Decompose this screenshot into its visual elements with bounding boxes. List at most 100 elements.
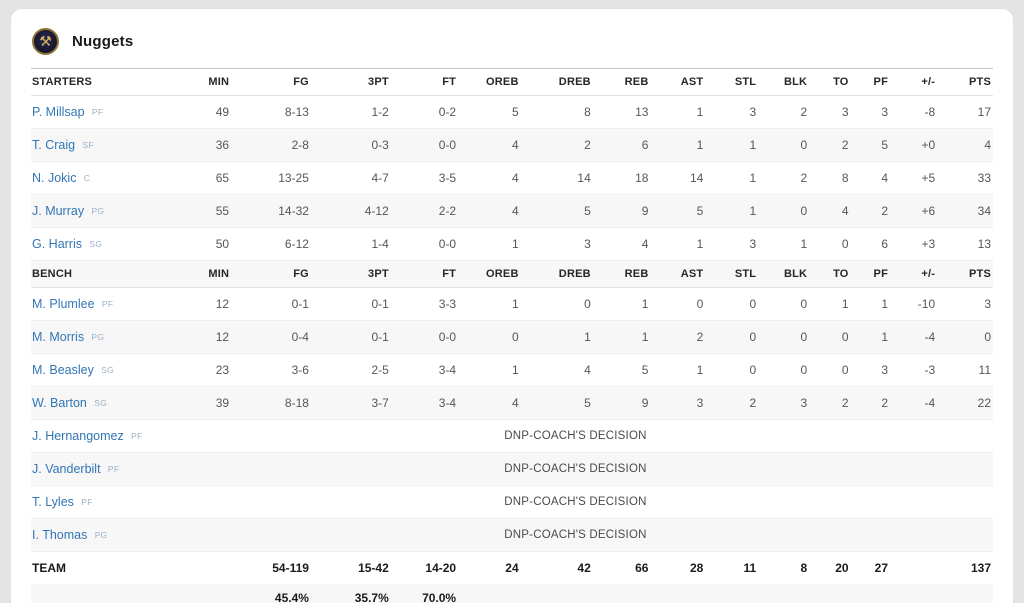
stat-to: 0 (809, 320, 851, 354)
player-name-link[interactable]: I. Thomas (32, 528, 88, 542)
stat-fg: 3-6 (231, 353, 311, 387)
column-header-ast: AST (650, 260, 706, 288)
stat-stl: 1 (705, 161, 759, 195)
stat-stl: 3 (705, 227, 759, 261)
player-name-link[interactable]: M. Plumlee (32, 297, 95, 311)
team-header: ⚒ Nuggets (31, 19, 993, 63)
player-name-link[interactable]: M. Beasley (32, 363, 94, 377)
total-pf: 27 (874, 561, 888, 575)
stat-blk: 0 (758, 194, 810, 228)
column-header-fg: FG (231, 260, 311, 288)
stat-pf: 3 (850, 353, 890, 387)
stat-oreb: 0 (458, 320, 521, 354)
stat-ft: 3-5 (390, 161, 459, 195)
stat-pf: 6 (850, 227, 890, 261)
stat-pts: 4 (937, 128, 993, 162)
stat-stl: 1 (705, 194, 759, 228)
column-header-oreb: OREB (458, 69, 521, 96)
stat-min: 12 (159, 287, 232, 321)
stat-min: 39 (159, 386, 232, 420)
stat-ast: 5 (650, 194, 706, 228)
stat-reb: 1 (592, 287, 651, 321)
stat-pf: 5 (850, 128, 890, 162)
column-header-ft: FT (390, 260, 459, 288)
stat-reb: 4 (592, 227, 651, 261)
stat-ft: 0-0 (390, 320, 459, 354)
stat-stl: 1 (705, 128, 759, 162)
player-name-link[interactable]: M. Morris (32, 330, 85, 344)
column-header-reb: REB (592, 260, 651, 288)
stat-dreb: 2 (520, 128, 593, 162)
player-position: PF (131, 430, 143, 441)
stat-oreb: 4 (458, 386, 521, 420)
stat-3pt: 4-7 (310, 161, 391, 195)
table-row: I. Thomas PG DNP-COACH'S DECISION (31, 518, 993, 552)
stat-blk: 2 (758, 161, 810, 195)
stat-fg: 8-18 (231, 386, 311, 420)
player-cell: M. Beasley SG (31, 353, 160, 387)
stat-3pt: 0-1 (310, 287, 391, 321)
player-cell: G. Harris SG (31, 227, 160, 261)
fg-percentage: 45.4% (274, 591, 309, 603)
stat-reb: 9 (592, 386, 651, 420)
table-row: J. Hernangomez PF DNP-COACH'S DECISION (31, 419, 993, 453)
player-name-link[interactable]: P. Millsap (32, 105, 85, 119)
player-name-link[interactable]: G. Harris (32, 237, 82, 251)
player-name-link[interactable]: T. Craig (32, 138, 76, 152)
stat-reb: 9 (592, 194, 651, 228)
column-header-blk: BLK (758, 69, 810, 96)
column-header-plusminus: +/- (890, 260, 938, 288)
stat-blk: 0 (758, 128, 810, 162)
stat-reb: 6 (592, 128, 651, 162)
stat-oreb: 1 (458, 287, 521, 321)
table-row: M. Plumlee PF 12 0-1 0-1 3-3 1 0 1 0 0 0… (31, 287, 993, 321)
player-name-link[interactable]: T. Lyles (32, 495, 74, 509)
player-cell: N. Jokic C (31, 161, 160, 195)
box-score-table: STARTERS MIN FG 3PT FT OREB DREB REB AST… (31, 69, 993, 603)
stat-fg: 8-13 (231, 95, 311, 129)
player-cell: M. Morris PG (31, 320, 160, 354)
stat-pts: 13 (937, 227, 993, 261)
table-row: M. Morris PG 12 0-4 0-1 0-0 0 1 1 2 0 0 … (31, 320, 993, 354)
stat-to: 0 (809, 353, 851, 387)
column-header-3pt: 3PT (310, 260, 391, 288)
stat-blk: 0 (758, 353, 810, 387)
stat-min: 55 (159, 194, 232, 228)
player-position: PF (81, 496, 93, 507)
player-name-link[interactable]: J. Hernangomez (32, 429, 124, 443)
player-position: C (83, 172, 91, 183)
player-cell: J. Vanderbilt PF (31, 452, 160, 486)
column-header-oreb: OREB (458, 260, 521, 288)
stat-dreb: 14 (520, 161, 593, 195)
column-header-min: MIN (159, 260, 232, 288)
starters-section-label: STARTERS (31, 69, 160, 96)
stat-ft: 2-2 (390, 194, 459, 228)
stat-to: 2 (809, 128, 851, 162)
stat-blk: 0 (758, 320, 810, 354)
player-name-link[interactable]: J. Murray (32, 204, 85, 218)
stat-to: 2 (809, 386, 851, 420)
stat-dreb: 4 (520, 353, 593, 387)
stat-oreb: 4 (458, 161, 521, 195)
total-plusminus (890, 552, 937, 585)
stat-dreb: 5 (520, 194, 593, 228)
player-cell: J. Murray PG (31, 194, 160, 228)
column-header-pts: PTS (937, 69, 993, 96)
stat-oreb: 4 (458, 194, 521, 228)
table-row: T. Craig SF 36 2-8 0-3 0-0 4 2 6 1 1 0 2… (31, 128, 993, 162)
stat-fg: 0-4 (231, 320, 311, 354)
player-name-link[interactable]: N. Jokic (32, 171, 77, 185)
stat-pts: 17 (937, 95, 993, 129)
player-name-link[interactable]: J. Vanderbilt (32, 462, 101, 476)
player-name-link[interactable]: W. Barton (32, 396, 87, 410)
column-header-3pt: 3PT (310, 69, 391, 96)
stat-ast: 14 (650, 161, 706, 195)
stat-dreb: 3 (520, 227, 593, 261)
stat-fg: 0-1 (231, 287, 311, 321)
stat-to: 4 (809, 194, 851, 228)
stat-3pt: 1-4 (310, 227, 391, 261)
stat-stl: 0 (705, 353, 759, 387)
column-header-to: TO (809, 260, 851, 288)
column-header-min: MIN (159, 69, 232, 96)
dnp-note: DNP-COACH'S DECISION (159, 452, 993, 486)
